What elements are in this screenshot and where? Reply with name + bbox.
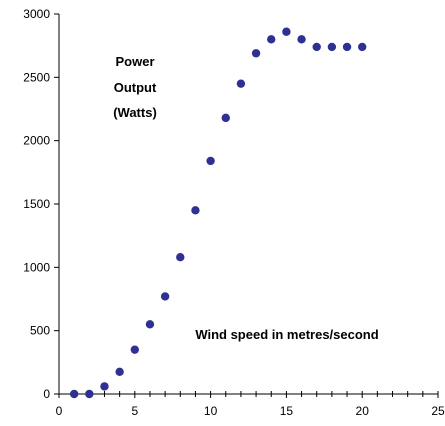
data-point — [115, 367, 124, 377]
y-annotation-line-1: Power — [115, 54, 154, 69]
data-points — [69, 27, 367, 399]
x-tick-label: 15 — [280, 404, 294, 418]
data-point — [221, 113, 230, 123]
y-tick-label: 2500 — [23, 70, 50, 84]
data-point — [206, 156, 215, 166]
data-point — [85, 389, 94, 399]
y-tick-label: 1000 — [23, 260, 50, 274]
data-point — [342, 42, 352, 52]
data-point — [358, 42, 367, 52]
tick-labels: 0 500 1000 1500 2000 2500 3000 0 5 10 15 20 25 — [23, 7, 445, 418]
data-point — [176, 253, 185, 262]
data-point — [312, 42, 321, 52]
axes — [54, 13, 439, 398]
data-point — [160, 292, 170, 301]
y-tick-label: 2000 — [23, 134, 50, 148]
data-point — [130, 345, 139, 354]
data-point — [69, 389, 79, 399]
x-annotation: Wind speed in metres/second — [195, 327, 378, 342]
data-point — [236, 79, 246, 88]
data-point — [191, 206, 200, 215]
y-tick-label: 1500 — [23, 197, 50, 211]
data-point — [297, 35, 306, 44]
x-tick-label: 25 — [431, 404, 445, 418]
data-point — [251, 49, 261, 58]
x-tick-label: 5 — [131, 404, 138, 418]
y-tick-label: 0 — [43, 387, 50, 401]
x-tick-label: 0 — [56, 404, 63, 418]
data-point — [100, 382, 109, 391]
y-annotation-line-3: (Watts) — [113, 105, 157, 120]
x-tick-label: 10 — [204, 404, 218, 418]
data-point — [327, 42, 337, 52]
y-annotation-line-2: Output — [114, 80, 157, 95]
x-tick-label: 20 — [356, 404, 370, 418]
data-point — [145, 320, 155, 329]
data-point — [267, 35, 276, 44]
data-point — [282, 27, 291, 36]
y-tick-label: 3000 — [23, 7, 50, 21]
y-tick-label: 500 — [30, 324, 50, 338]
